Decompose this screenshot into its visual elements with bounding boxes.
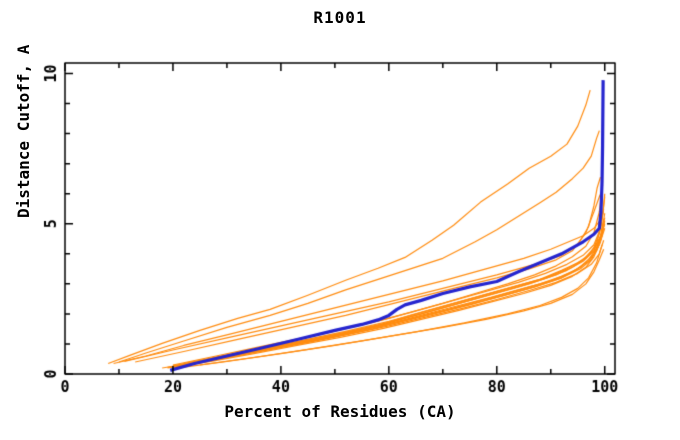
x-axis-label: Percent of Residues (CA) (224, 402, 456, 421)
chart-title: R1001 (313, 8, 367, 27)
